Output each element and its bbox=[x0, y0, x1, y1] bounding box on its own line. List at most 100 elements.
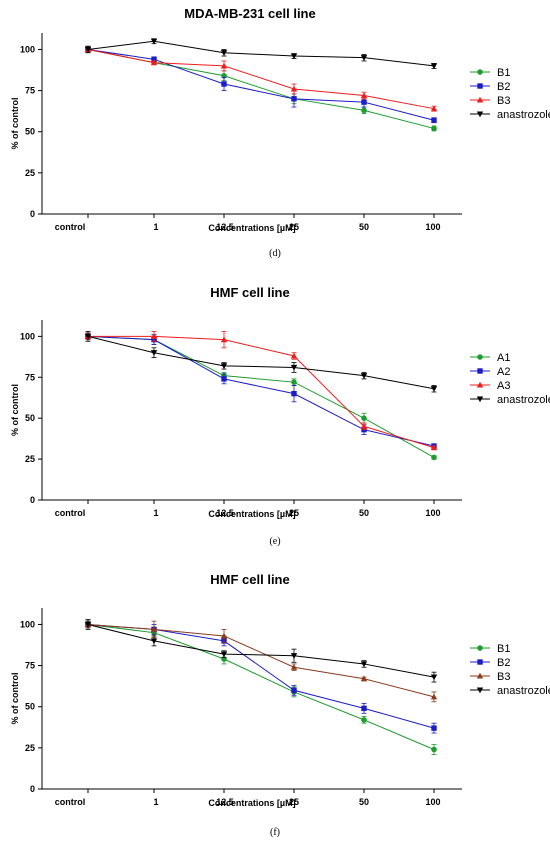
series-B2 bbox=[85, 46, 437, 124]
data-point bbox=[290, 53, 298, 60]
x-axis-title: Concentrations [µM] bbox=[208, 223, 295, 233]
data-point bbox=[430, 386, 438, 392]
legend-label: B2 bbox=[497, 81, 510, 93]
x-tick-label: 50 bbox=[359, 508, 369, 518]
data-point bbox=[361, 705, 367, 712]
legend-label: anastrozole bbox=[497, 685, 550, 697]
series-line bbox=[87, 623, 435, 678]
legend-item-A1: A1 bbox=[470, 352, 510, 364]
data-point bbox=[220, 336, 228, 343]
data-point bbox=[221, 376, 227, 382]
legend-label: anastrozole bbox=[497, 109, 550, 121]
data-point bbox=[431, 454, 437, 461]
data-point bbox=[360, 661, 368, 668]
data-point bbox=[220, 62, 228, 69]
data-point bbox=[361, 415, 367, 421]
series-line bbox=[87, 40, 435, 67]
data-point bbox=[220, 50, 228, 56]
x-tick-label: 25 bbox=[289, 508, 299, 518]
x-tick-label: 100 bbox=[425, 797, 440, 807]
data-point bbox=[84, 333, 92, 340]
data-point bbox=[431, 125, 437, 132]
x-tick-label: 1 bbox=[153, 508, 158, 518]
y-tick-label: 0 bbox=[30, 784, 35, 794]
panel-label: (d) bbox=[269, 248, 281, 259]
data-point bbox=[360, 423, 368, 429]
series-line bbox=[87, 335, 435, 390]
legend-item-B2: B2 bbox=[470, 81, 510, 93]
y-tick-label: 50 bbox=[25, 413, 35, 423]
data-point bbox=[84, 621, 92, 628]
x-tick-label: 100 bbox=[425, 508, 440, 518]
series-line bbox=[87, 48, 435, 121]
y-axis-title: % of control bbox=[10, 98, 20, 150]
x-tick-label: 12.5 bbox=[216, 508, 234, 518]
legend-item-B3: B3 bbox=[470, 671, 510, 683]
legend-item-A3: A3 bbox=[470, 380, 510, 392]
legend-marker bbox=[477, 354, 483, 360]
series-line bbox=[87, 335, 435, 447]
y-axis-title: % of control bbox=[10, 384, 20, 436]
x-axis-title: Concentrations [µM] bbox=[208, 798, 295, 808]
legend-item-anastrozole: anastrozole bbox=[470, 685, 550, 697]
data-point bbox=[430, 63, 438, 70]
series-B2 bbox=[85, 620, 437, 734]
series-B1 bbox=[85, 620, 437, 755]
x-tick-label: 50 bbox=[359, 797, 369, 807]
data-point bbox=[291, 390, 297, 397]
legend-marker bbox=[476, 96, 484, 103]
series-line bbox=[87, 623, 435, 750]
panel-label: (e) bbox=[269, 536, 280, 547]
x-tick-label: control bbox=[55, 508, 86, 518]
y-tick-label: 0 bbox=[30, 495, 35, 505]
legend-item-B2: B2 bbox=[470, 657, 510, 669]
data-point bbox=[290, 653, 298, 659]
data-point bbox=[220, 632, 228, 639]
series-anastrozole bbox=[84, 619, 438, 683]
data-point bbox=[290, 664, 298, 670]
data-point bbox=[291, 687, 297, 693]
data-point bbox=[430, 105, 438, 112]
data-point bbox=[290, 364, 298, 371]
legend-item-B1: B1 bbox=[470, 67, 510, 79]
data-point bbox=[151, 56, 157, 63]
data-point bbox=[361, 107, 367, 114]
series-anastrozole bbox=[84, 38, 438, 70]
legend-marker bbox=[477, 69, 483, 75]
y-tick-label: 75 bbox=[25, 661, 35, 671]
series-B3 bbox=[84, 46, 438, 112]
legend-marker bbox=[476, 672, 484, 679]
data-point bbox=[220, 363, 228, 370]
x-tick-label: 12.5 bbox=[216, 797, 234, 807]
legend-marker bbox=[476, 396, 484, 403]
data-point bbox=[290, 85, 298, 92]
chart-title: HMF cell line bbox=[210, 285, 289, 300]
x-tick-label: 50 bbox=[359, 222, 369, 232]
data-point bbox=[150, 38, 158, 45]
legend-marker bbox=[477, 83, 483, 89]
legend-label: anastrozole bbox=[497, 394, 550, 406]
legend-item-anastrozole: anastrozole bbox=[470, 394, 550, 406]
data-point bbox=[291, 379, 297, 385]
y-tick-label: 25 bbox=[25, 168, 35, 178]
chart-title: HMF cell line bbox=[210, 572, 289, 587]
data-point bbox=[360, 92, 368, 99]
x-tick-label: 100 bbox=[425, 222, 440, 232]
legend-label: B1 bbox=[497, 643, 510, 655]
data-point bbox=[150, 350, 158, 356]
data-point bbox=[150, 638, 158, 645]
series-line bbox=[87, 335, 435, 458]
y-tick-label: 100 bbox=[20, 619, 35, 629]
data-point bbox=[221, 81, 227, 87]
data-point bbox=[150, 59, 158, 66]
series-B3 bbox=[84, 620, 438, 703]
chart-title: MDA-MB-231 cell line bbox=[184, 6, 315, 21]
data-point bbox=[360, 55, 368, 61]
data-point bbox=[150, 626, 158, 632]
data-point bbox=[431, 725, 437, 731]
panel-label: (f) bbox=[270, 827, 280, 838]
series-anastrozole bbox=[84, 331, 438, 393]
legend-label: A1 bbox=[497, 352, 510, 364]
series-A1 bbox=[85, 332, 437, 461]
